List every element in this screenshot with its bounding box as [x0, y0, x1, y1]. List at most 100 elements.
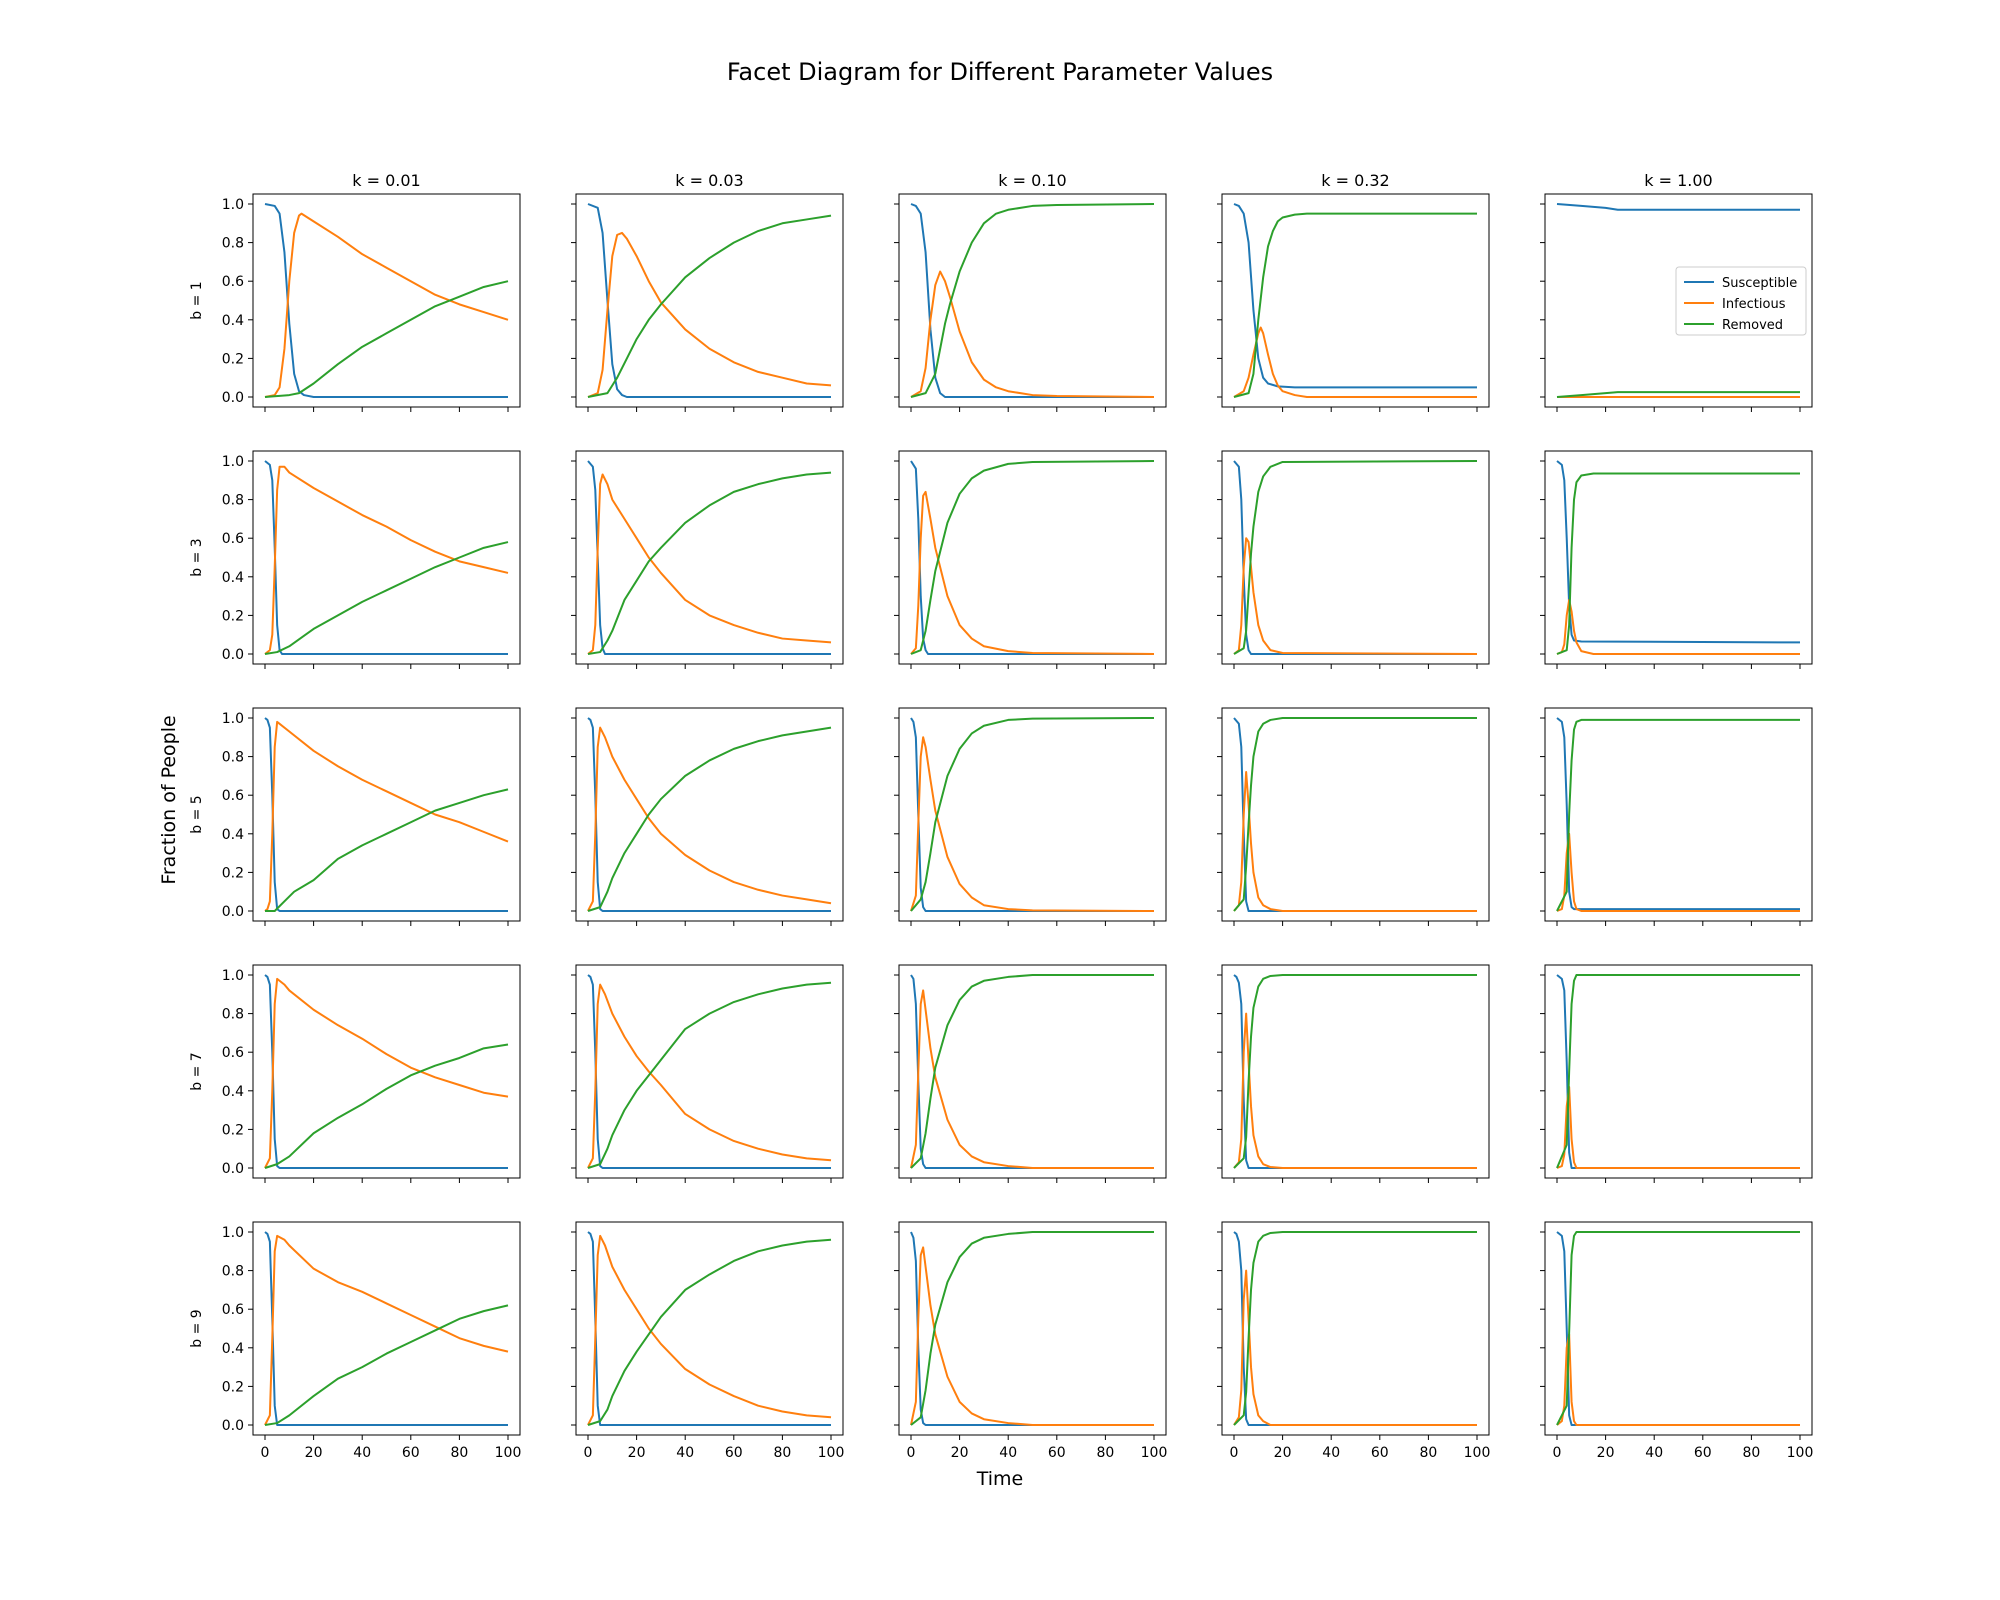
x-tick-label: 100: [1787, 1445, 1814, 1461]
series-line-infectious: [1233, 1012, 1477, 1169]
y-tick-label: 0.6: [222, 1045, 244, 1061]
series-line-infectious: [587, 231, 832, 398]
series-line-removed: [1233, 974, 1477, 1169]
panel-frame: [1544, 450, 1813, 665]
facet-panel: [1217, 450, 1490, 669]
x-tick-label: 40: [676, 1445, 694, 1461]
facet-panel: 0.0 0.2 0.4 0.6 0.8 1.0 b = 3: [189, 450, 521, 669]
series-line-infectious: [264, 1234, 509, 1426]
facet-panel: [571, 707, 844, 926]
x-tick-label: 80: [773, 1445, 791, 1461]
series-line-susceptible: [1233, 717, 1477, 912]
column-label: k = 0.01: [352, 171, 420, 190]
series-line-removed: [1556, 718, 1800, 912]
panel-frame: [575, 450, 844, 665]
y-axis-label: Fraction of People: [158, 715, 180, 884]
facet-panel: [894, 964, 1167, 1183]
panel-frame: [1221, 964, 1490, 1179]
series-line-infectious: [1233, 326, 1477, 398]
panel-frame: [252, 450, 521, 665]
series-line-infectious: [1556, 598, 1800, 655]
panel-frame: [898, 450, 1167, 665]
series-line-removed: [587, 726, 832, 912]
series-line-susceptible: [910, 974, 1154, 1169]
y-tick-label: 0.8: [222, 1007, 244, 1023]
y-tick-label: 0.2: [222, 865, 244, 881]
series-line-infectious: [910, 736, 1155, 912]
x-tick-label: 0: [261, 1445, 270, 1461]
series-line-infectious: [587, 983, 832, 1169]
facet-panel: [894, 450, 1167, 669]
facet-panel: [1540, 450, 1813, 669]
series-line-removed: [1556, 472, 1800, 655]
x-tick-label: 80: [1096, 1445, 1114, 1461]
column-label: k = 0.03: [675, 171, 743, 190]
facet-panel: [1217, 964, 1490, 1183]
legend-label-removed: Removed: [1722, 318, 1783, 333]
facet-panel: k = 0.32: [1217, 171, 1490, 412]
series-line-susceptible: [264, 203, 508, 398]
series-line-susceptible: [264, 1231, 508, 1426]
y-tick-label: 0.2: [222, 1379, 244, 1395]
series-line-susceptible: [587, 460, 831, 655]
facet-panel: 0.0 0.2 0.4 0.6 0.8 1.0 b = 5: [189, 707, 521, 926]
x-tick-label: 60: [1048, 1445, 1066, 1461]
panel-frame: [575, 707, 844, 922]
facet-panel: [1540, 964, 1813, 1183]
y-tick-label: 0.4: [222, 570, 244, 586]
facet-panel: [894, 707, 1167, 926]
series-line-susceptible: [264, 974, 508, 1169]
series-line-infectious: [587, 726, 832, 912]
series-line-removed: [910, 717, 1155, 912]
y-tick-label: 0.8: [222, 493, 244, 509]
y-tick-label: 0.0: [222, 1161, 244, 1177]
x-tick-label: 20: [305, 1445, 323, 1461]
facet-panel: 0.0 0.2 0.4 0.6 0.8 1.0 b = 7: [189, 964, 521, 1183]
series-line-infectious: [264, 977, 509, 1169]
series-line-susceptible: [910, 1231, 1154, 1426]
series-line-removed: [265, 788, 509, 912]
panel-frame: [575, 964, 844, 1179]
series-line-susceptible: [1233, 203, 1477, 389]
y-tick-label: 0.0: [222, 1418, 244, 1434]
y-tick-label: 1.0: [222, 197, 244, 213]
x-tick-label: 20: [951, 1445, 969, 1461]
series-line-removed: [1233, 460, 1478, 655]
series-line-removed: [587, 471, 832, 655]
series-line-susceptible: [264, 717, 508, 912]
series-line-infectious: [910, 490, 1155, 655]
facet-grid: 0.0 0.2 0.4 0.6 0.8 1.0 k = 0.01 b = 1 k = 0.03 k…: [189, 171, 1813, 1461]
series-line-removed: [1556, 391, 1800, 398]
facet-panel: [571, 964, 844, 1183]
series-line-infectious: [1556, 832, 1800, 912]
x-tick-label: 0: [1230, 1445, 1239, 1461]
y-tick-label: 0.2: [222, 608, 244, 624]
series-line-infectious: [1556, 1333, 1800, 1426]
series-line-removed: [1233, 717, 1477, 912]
series-line-susceptible: [1556, 1231, 1800, 1426]
facet-panel: 0.0 0.2 0.4 0.6 0.8 1.0 k = 0.01 b = 1: [189, 171, 521, 412]
series-line-infectious: [264, 720, 509, 912]
x-tick-label: 40: [1645, 1445, 1663, 1461]
panel-frame: [898, 707, 1167, 922]
y-tick-label: 0.8: [222, 1264, 244, 1280]
facet-panel: [1217, 707, 1490, 926]
series-line-removed: [910, 203, 1155, 398]
x-tick-label: 60: [1694, 1445, 1712, 1461]
y-tick-label: 0.4: [222, 1084, 244, 1100]
facet-panel: k = 1.00: [1540, 171, 1813, 412]
panel-frame: [575, 193, 844, 408]
legend: Susceptible Infectious Removed: [1675, 266, 1807, 336]
series-line-susceptible: [587, 717, 831, 912]
series-line-susceptible: [1233, 1231, 1477, 1426]
y-tick-label: 0.4: [222, 1341, 244, 1357]
y-tick-label: 1.0: [222, 968, 244, 984]
legend-label-infectious: Infectious: [1722, 297, 1786, 312]
row-label: b = 7: [189, 1052, 205, 1090]
panel-frame: [898, 193, 1167, 408]
series-line-removed: [910, 974, 1154, 1169]
series-line-removed: [1556, 974, 1800, 1169]
panel-frame: [252, 707, 521, 922]
series-line-removed: [1233, 1231, 1477, 1426]
series-line-removed: [587, 1238, 832, 1426]
